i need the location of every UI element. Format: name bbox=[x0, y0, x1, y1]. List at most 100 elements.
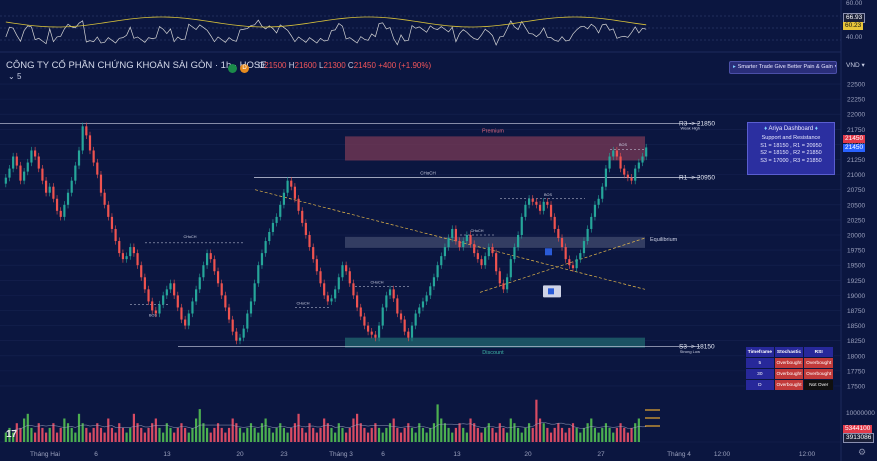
candle-body bbox=[421, 301, 425, 308]
tradingview-logo[interactable]: 17 bbox=[6, 429, 18, 440]
candle-body bbox=[59, 210, 62, 217]
rsi-axis-label: 40.00 bbox=[846, 34, 863, 41]
buy-signal-icon bbox=[548, 288, 554, 295]
volume-bar bbox=[637, 418, 640, 442]
volume-bar bbox=[440, 418, 443, 442]
candle-body bbox=[63, 204, 66, 217]
volume-bar bbox=[187, 432, 190, 442]
volume-bar bbox=[154, 418, 157, 442]
candle-body bbox=[425, 295, 428, 302]
candle-body bbox=[645, 147, 648, 157]
candle-body bbox=[363, 316, 366, 326]
s3-label: S3 -> 18150 bbox=[679, 344, 715, 351]
volume-bar bbox=[513, 423, 516, 442]
volume-bar bbox=[407, 423, 410, 442]
candle-body bbox=[249, 301, 253, 314]
r3-label: R3 -> 21850 bbox=[679, 120, 715, 127]
volume-bar bbox=[557, 423, 560, 442]
rsi-line bbox=[5, 19, 647, 46]
candle-body bbox=[231, 319, 234, 332]
candle-body bbox=[301, 210, 304, 223]
symbol-title[interactable]: CÔNG TY CỔ PHẦN CHỨNG KHOÁN SÀI GÒN · 1h… bbox=[6, 60, 267, 71]
candle-body bbox=[235, 331, 238, 341]
volume-bar bbox=[326, 423, 329, 442]
choch-label: CHoCH bbox=[296, 301, 309, 305]
collapse-toggle[interactable]: ⌄ 5 bbox=[8, 72, 21, 81]
volume-bar bbox=[99, 427, 103, 442]
volume-bar bbox=[77, 413, 81, 442]
candle-body bbox=[440, 256, 443, 266]
volume-bar bbox=[41, 427, 44, 442]
volume-bar bbox=[4, 432, 7, 442]
candle-body bbox=[260, 253, 264, 266]
candle-body bbox=[527, 198, 531, 205]
candle-body bbox=[480, 259, 483, 266]
collapse-count: 5 bbox=[16, 72, 22, 81]
candle-body bbox=[271, 222, 275, 232]
candle-body bbox=[268, 231, 271, 242]
candle-body bbox=[352, 283, 355, 296]
tf-cell: 30 bbox=[745, 368, 775, 380]
volume-bar bbox=[114, 432, 117, 442]
choch-label: CHoCH bbox=[370, 280, 383, 284]
volume-bar bbox=[520, 432, 523, 442]
volume-bar bbox=[8, 427, 11, 442]
choch-label: CHoCH bbox=[420, 171, 436, 176]
candle-body bbox=[447, 238, 450, 248]
volume-bar bbox=[363, 427, 366, 442]
volume-tag: 5344100 bbox=[843, 425, 873, 433]
volume-bar bbox=[436, 404, 439, 442]
volume-bar bbox=[560, 427, 564, 442]
volume-bar bbox=[110, 427, 114, 442]
candle-body bbox=[136, 253, 139, 266]
volume-bar bbox=[191, 427, 194, 442]
gear-icon[interactable]: ⚙ bbox=[858, 447, 867, 457]
volume-bar bbox=[341, 427, 344, 442]
ariya-dashboard: ♦ Ariya Dashboard ♦ Support and Resistan… bbox=[747, 122, 835, 175]
volume-bar bbox=[19, 427, 22, 442]
candle-body bbox=[107, 204, 110, 217]
candle-body bbox=[238, 337, 242, 341]
price-tick-label: 20500 bbox=[847, 202, 865, 209]
ohlc-low-key: L bbox=[318, 61, 324, 70]
tf-header: Stochastic bbox=[773, 346, 805, 358]
rsi-ma-line bbox=[5, 16, 647, 28]
indicator-badge[interactable]: ▸Smarter Trade Give Better Pain & Gain▾ bbox=[729, 61, 837, 74]
candle-body bbox=[454, 228, 457, 242]
candle-body bbox=[436, 265, 439, 278]
candle-body bbox=[319, 271, 322, 284]
volume-bar bbox=[129, 427, 132, 442]
candle-body bbox=[571, 265, 575, 269]
volume-bar bbox=[23, 418, 26, 442]
candle-body bbox=[568, 259, 571, 266]
currency-label[interactable]: VND ▾ bbox=[846, 61, 865, 69]
volume-bar bbox=[388, 423, 392, 442]
chevron-down-icon: ▾ bbox=[835, 64, 836, 70]
time-tick-label: 13 bbox=[453, 451, 461, 458]
candle-body bbox=[487, 247, 490, 257]
volume-bar bbox=[506, 432, 509, 442]
candle-body bbox=[381, 307, 384, 326]
candle-body bbox=[630, 177, 633, 181]
volume-bar bbox=[509, 418, 512, 442]
price-tick-label: 21750 bbox=[847, 127, 865, 134]
volume-bar bbox=[374, 423, 377, 442]
volume-bar bbox=[385, 427, 388, 442]
daily-badge[interactable]: D bbox=[240, 64, 249, 74]
candle-body bbox=[121, 253, 125, 260]
equilibrium-label: Equilibrium bbox=[650, 237, 678, 243]
buy-signal-icon[interactable] bbox=[545, 248, 552, 256]
candle-body bbox=[626, 174, 629, 178]
time-tick-label: 23 bbox=[280, 451, 288, 458]
candle-body bbox=[370, 331, 373, 335]
candle-body bbox=[564, 247, 567, 260]
volume-bar bbox=[381, 432, 384, 442]
trendline-down bbox=[254, 189, 646, 290]
volume-bar bbox=[604, 423, 608, 442]
volume-bar bbox=[487, 423, 490, 442]
volume-bar bbox=[473, 423, 476, 442]
candle-body bbox=[293, 186, 296, 199]
volume-bar bbox=[582, 427, 586, 442]
candle-body bbox=[275, 216, 278, 223]
